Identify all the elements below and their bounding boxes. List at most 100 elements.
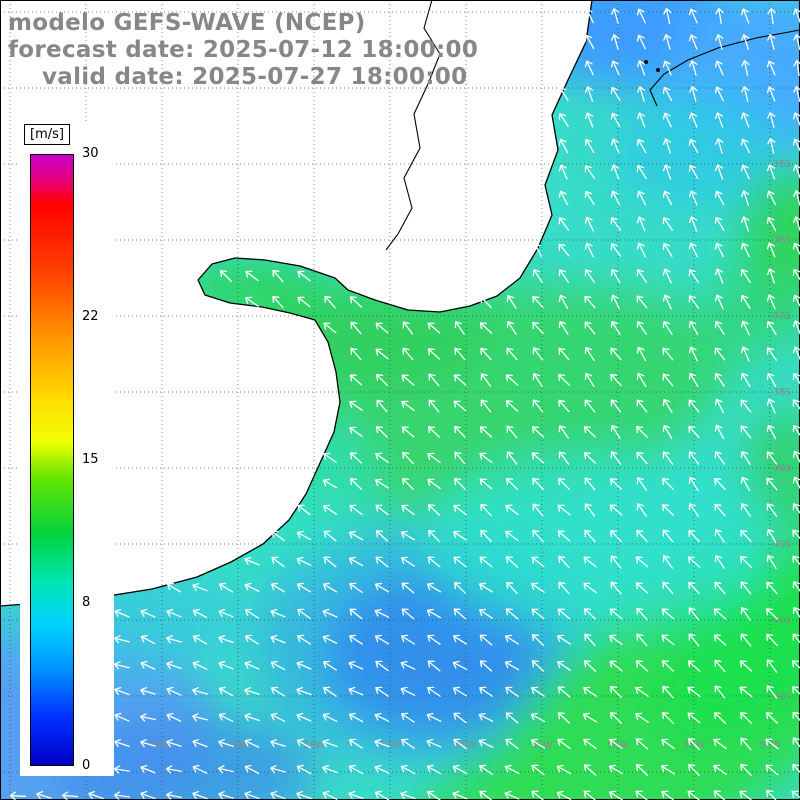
wind-arrow: [689, 60, 698, 76]
wind-arrow: [557, 686, 571, 698]
wind-arrow: [272, 295, 284, 309]
wind-arrow: [244, 556, 260, 566]
wind-arrow: [505, 400, 519, 412]
wind-arrow: [114, 608, 130, 618]
wind-arrow: [375, 348, 389, 360]
wind-arrow: [272, 269, 284, 283]
wind-arrow: [428, 399, 440, 413]
wind-arrow: [584, 191, 595, 205]
wind-arrow: [609, 738, 623, 750]
wind-arrow: [114, 661, 130, 670]
wind-arrow: [713, 790, 727, 800]
wind-arrow: [582, 712, 598, 723]
wind-arrow: [479, 686, 493, 697]
wind-arrow: [714, 216, 725, 232]
wind-arrow: [740, 399, 752, 413]
wind-arrow: [558, 113, 569, 127]
wind-arrow: [635, 686, 649, 697]
wind-arrow: [402, 478, 414, 490]
wind-arrow: [140, 739, 156, 748]
wind-arrow: [714, 555, 725, 569]
lat-label: 36S: [773, 235, 791, 246]
wind-arrow: [427, 634, 441, 646]
wind-arrow: [741, 216, 750, 232]
wind-arrow: [479, 660, 493, 672]
wind-arrow: [113, 791, 131, 800]
wind-arrow: [662, 217, 673, 231]
wind-arrow: [270, 660, 286, 671]
wind-arrow: [192, 608, 208, 619]
wind-arrow: [740, 372, 751, 388]
wind-arrow: [714, 190, 725, 206]
wind-arrow: [375, 686, 389, 697]
wind-arrow: [426, 582, 442, 593]
wind-arrow: [714, 659, 726, 673]
wind-arrow: [766, 372, 777, 388]
wind-arrow: [479, 790, 493, 800]
wind-arrow: [140, 687, 156, 696]
wind-arrow: [636, 451, 648, 465]
wind-arrow: [297, 634, 311, 645]
wind-arrow: [557, 374, 571, 386]
wind-arrow: [584, 477, 596, 491]
wind-arrow: [296, 790, 312, 800]
wind-arrow: [428, 530, 440, 542]
wind-arrow: [688, 581, 700, 595]
wind-arrow: [740, 164, 750, 180]
wind-arrow: [218, 582, 234, 593]
wind-arrow: [714, 503, 726, 517]
wind-arrow: [584, 503, 596, 517]
wind-arrow: [453, 504, 467, 516]
wind-arrow: [740, 737, 752, 751]
wind-arrow: [662, 685, 674, 699]
wind-arrow: [348, 530, 364, 541]
wind-arrow: [402, 321, 414, 335]
wind-arrow: [427, 478, 441, 490]
wind-arrow: [452, 634, 468, 645]
wind-arrow: [662, 164, 672, 180]
wind-arrow: [426, 712, 442, 722]
wind-arrow: [453, 530, 467, 541]
wind-arrow: [740, 607, 751, 621]
wind-arrow: [584, 216, 594, 232]
wind-arrow: [766, 581, 778, 595]
wind-arrow: [349, 452, 363, 464]
wind-arrow: [218, 635, 234, 644]
wind-arrow: [739, 686, 753, 698]
wind-arrow: [635, 790, 649, 800]
lon-label: 57W: [379, 740, 401, 751]
wind-arrow: [166, 608, 182, 618]
wind-arrow: [714, 60, 724, 76]
wind-arrow: [635, 582, 649, 594]
wind-arrow: [401, 712, 415, 723]
wind-arrow: [688, 320, 699, 336]
lon-label: 60W: [151, 740, 173, 751]
wind-arrow: [322, 764, 338, 774]
wind-arrow: [608, 790, 624, 800]
wind-arrow: [166, 582, 182, 593]
wind-arrow: [323, 322, 337, 334]
wind-arrow: [714, 529, 725, 543]
wind-arrow: [687, 660, 701, 672]
wind-arrow: [350, 321, 362, 335]
wind-arrow: [165, 765, 183, 774]
wind-arrow: [714, 112, 724, 128]
wind-arrow: [375, 556, 389, 568]
wind-arrow: [688, 476, 699, 492]
wind-arrow: [427, 504, 441, 516]
wind-arrow: [792, 633, 800, 647]
wind-arrow: [766, 477, 778, 491]
wind-arrow: [792, 268, 800, 284]
wind-arrow: [688, 34, 698, 50]
wind-arrow: [401, 582, 415, 594]
wind-arrow: [480, 399, 492, 413]
wind-arrow: [427, 790, 441, 800]
wind-arrow: [793, 34, 800, 50]
wind-arrow: [270, 765, 286, 774]
wind-arrow: [766, 659, 778, 673]
wind-arrow: [479, 608, 493, 619]
wind-arrow: [504, 790, 520, 800]
wind-arrow: [297, 608, 311, 620]
wind-arrow: [662, 242, 673, 258]
wind-arrow: [244, 713, 260, 722]
